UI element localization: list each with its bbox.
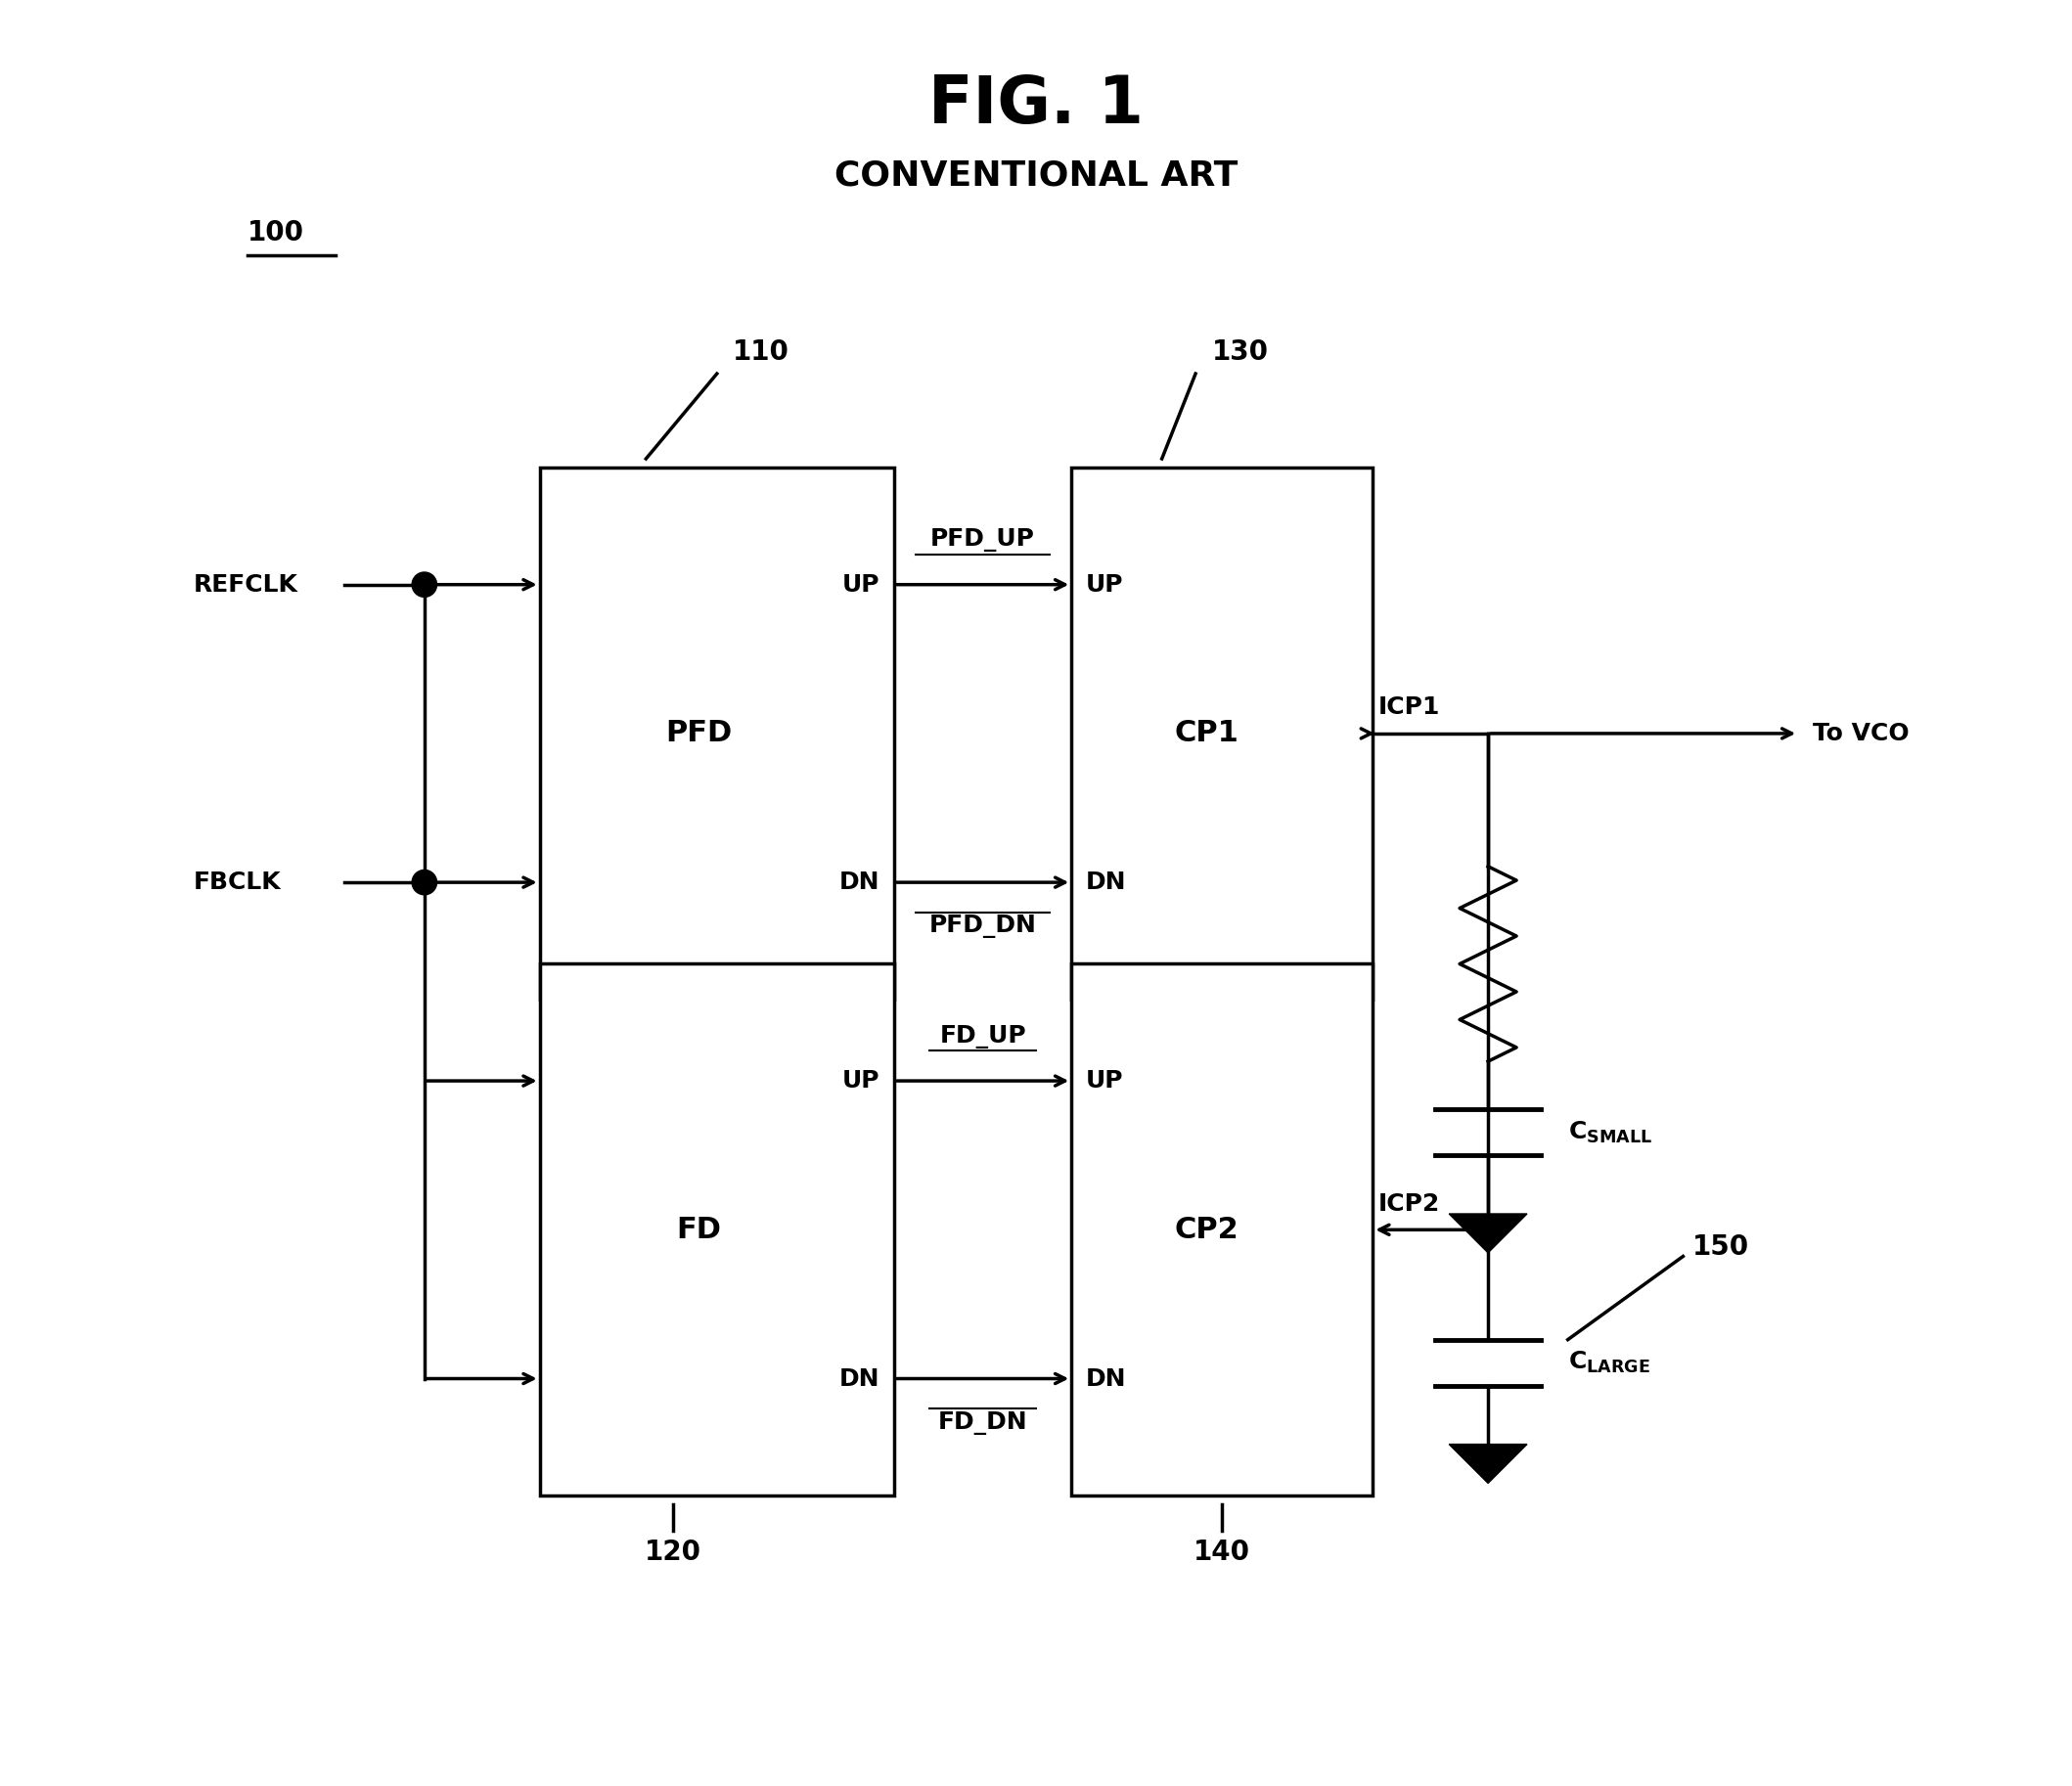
- Text: FD_UP: FD_UP: [939, 1025, 1026, 1048]
- Text: UP: UP: [843, 573, 881, 597]
- Text: CP2: CP2: [1175, 1216, 1239, 1243]
- Text: 150: 150: [1693, 1234, 1749, 1261]
- Text: DN: DN: [839, 870, 881, 895]
- Polygon shape: [1448, 1445, 1527, 1482]
- Text: C$_{\mathbf{SMALL}}$: C$_{\mathbf{SMALL}}$: [1569, 1120, 1651, 1145]
- Circle shape: [412, 572, 437, 597]
- FancyBboxPatch shape: [1071, 964, 1374, 1495]
- Text: UP: UP: [843, 1070, 881, 1093]
- Text: 120: 120: [644, 1540, 700, 1566]
- Text: UP: UP: [1086, 1070, 1123, 1093]
- Text: 100: 100: [247, 218, 305, 246]
- Text: CONVENTIONAL ART: CONVENTIONAL ART: [835, 159, 1237, 191]
- Text: 110: 110: [733, 339, 789, 366]
- Text: PFD_UP: PFD_UP: [930, 529, 1036, 552]
- Circle shape: [1475, 1218, 1500, 1243]
- Text: 140: 140: [1193, 1540, 1251, 1566]
- Text: FBCLK: FBCLK: [195, 870, 282, 895]
- Text: UP: UP: [1086, 573, 1123, 597]
- FancyBboxPatch shape: [539, 468, 895, 1000]
- Text: FD_DN: FD_DN: [939, 1411, 1028, 1434]
- Text: C$_{\mathbf{LARGE}}$: C$_{\mathbf{LARGE}}$: [1569, 1350, 1649, 1375]
- FancyBboxPatch shape: [1071, 468, 1374, 1000]
- Text: ICP1: ICP1: [1378, 697, 1440, 720]
- Text: DN: DN: [1086, 870, 1127, 895]
- Text: FIG. 1: FIG. 1: [928, 71, 1144, 136]
- Text: To VCO: To VCO: [1813, 722, 1908, 745]
- Text: DN: DN: [1086, 1366, 1127, 1390]
- Polygon shape: [1448, 1214, 1527, 1252]
- Text: 130: 130: [1212, 339, 1268, 366]
- Text: PFD_DN: PFD_DN: [928, 914, 1036, 938]
- Text: ICP2: ICP2: [1378, 1191, 1440, 1216]
- Text: DN: DN: [839, 1366, 881, 1390]
- Text: REFCLK: REFCLK: [195, 573, 298, 597]
- Circle shape: [412, 870, 437, 895]
- FancyBboxPatch shape: [539, 964, 895, 1495]
- Text: PFD: PFD: [665, 720, 733, 748]
- Text: CP1: CP1: [1175, 720, 1239, 748]
- Text: FD: FD: [678, 1216, 721, 1243]
